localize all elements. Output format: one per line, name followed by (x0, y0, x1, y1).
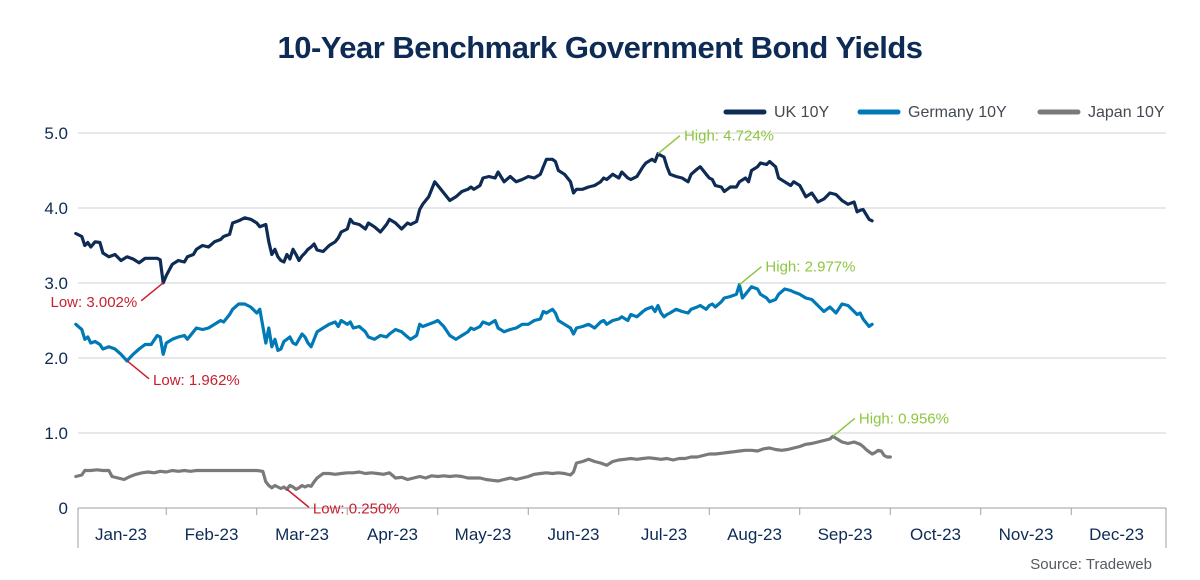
x-tick-label: Oct-23 (910, 525, 961, 544)
x-tick-label: May-23 (455, 525, 512, 544)
annotation-leader (126, 360, 150, 380)
series-lines (74, 152, 892, 491)
x-tick-label: Nov-23 (999, 525, 1054, 544)
x-tick-label: Mar-23 (275, 525, 329, 544)
annotation-leader (832, 417, 856, 437)
legend-item: UK 10Y (723, 104, 829, 121)
annotation-label: High: 4.724% (684, 128, 774, 145)
x-tick-label: Aug-23 (727, 525, 782, 544)
x-tick-label: Feb-23 (185, 525, 239, 544)
annotation-label: Low: 3.002% (50, 294, 137, 311)
series-line-uk-10y (74, 152, 874, 285)
legend-label: Japan 10Y (1088, 104, 1165, 121)
legend-item: Germany 10Y (857, 104, 1007, 121)
x-axis-tick-labels: Jan-23 Feb-23 Mar-23 Apr-23 May-23 Jun-23 Jul-… (95, 525, 1144, 544)
annotation-leader (657, 135, 681, 155)
y-axis-tick-labels: 0 1.0 2.0 3.0 4.0 5.0 (44, 124, 68, 518)
legend-item: Japan 10Y (1037, 104, 1165, 121)
chart-title: 10-Year Benchmark Government Bond Yields (277, 30, 923, 65)
annotation-label: Low: 1.962% (153, 372, 240, 389)
y-tick-label: 3.0 (44, 274, 68, 293)
x-tick-label: Jan-23 (95, 525, 147, 544)
annotation-label: High: 0.956% (859, 410, 949, 427)
annotation-label: Low: 0.250% (313, 500, 400, 517)
x-tick-label: Apr-23 (367, 525, 418, 544)
annotation-label: High: 2.977% (765, 259, 855, 276)
y-tick-label: 0 (59, 499, 68, 518)
series-line-germany-10y (74, 283, 874, 363)
annotation-leader (140, 282, 164, 302)
legend-label: UK 10Y (774, 104, 829, 121)
annotations: High: 4.724% Low: 3.002% High: 2.977% Low: … (50, 128, 948, 518)
x-tick-label: Jun-23 (548, 525, 600, 544)
y-tick-label: 2.0 (44, 349, 68, 368)
series-line-japan-10y (74, 434, 892, 491)
legend: UK 10Y Germany 10Y Japan 10Y (723, 104, 1165, 121)
x-tick-label: Dec-23 (1089, 525, 1144, 544)
y-tick-label: 5.0 (44, 124, 68, 143)
y-tick-label: 1.0 (44, 424, 68, 443)
grid-lines (77, 132, 1167, 548)
annotation-leader (738, 266, 762, 286)
x-tick-label: Sep-23 (818, 525, 873, 544)
x-tick-label: Jul-23 (641, 525, 687, 544)
y-tick-label: 4.0 (44, 199, 68, 218)
source-note: Source: Tradeweb (1030, 556, 1152, 573)
annotation-leader (286, 488, 310, 508)
legend-label: Germany 10Y (908, 104, 1007, 121)
